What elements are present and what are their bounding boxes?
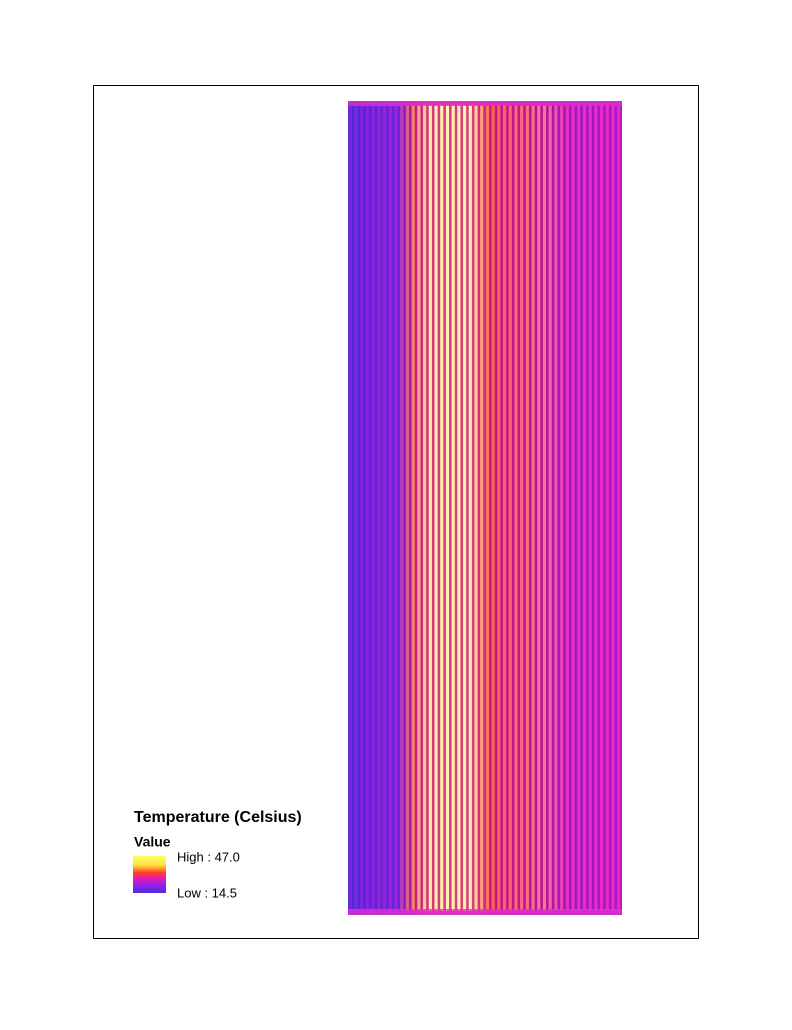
raster-stripe — [417, 105, 421, 911]
raster-stripe — [508, 105, 512, 911]
legend-low-label: Low : 14.5 — [177, 885, 237, 900]
raster-stripe — [600, 105, 604, 911]
raster-stripe — [497, 105, 501, 911]
raster-stripe — [520, 105, 524, 911]
raster-stripe — [605, 105, 609, 911]
raster-stripe — [451, 105, 455, 911]
raster-stripe — [365, 105, 370, 911]
legend-high-label: High : 47.0 — [177, 849, 240, 864]
raster-stripe — [411, 105, 415, 911]
raster-stripe — [388, 105, 392, 911]
raster-stripe — [491, 105, 495, 911]
raster-stripe — [400, 105, 404, 911]
raster-stripe — [554, 105, 558, 911]
raster-stripe — [594, 105, 598, 911]
raster-stripe — [468, 105, 472, 911]
raster-stripe — [548, 105, 552, 911]
thermal-raster — [348, 101, 622, 915]
raster-stripe — [463, 105, 467, 911]
raster-stripe — [514, 105, 518, 911]
raster-stripe — [360, 105, 364, 911]
raster-stripe — [354, 105, 358, 911]
raster-stripe — [525, 105, 529, 911]
raster-stripe — [485, 105, 489, 911]
raster-stripe — [560, 105, 564, 911]
raster-stripe — [617, 105, 621, 911]
raster-stripe — [457, 105, 461, 911]
raster-stripe — [377, 105, 381, 911]
raster-stripe — [371, 105, 375, 911]
raster-stripe — [611, 105, 615, 911]
raster-stripe — [428, 105, 432, 911]
raster-stripe — [588, 105, 592, 911]
raster-stripe — [565, 105, 569, 911]
raster-stripe — [577, 105, 581, 911]
raster-stripe — [531, 105, 535, 911]
raster-stripe — [474, 105, 478, 911]
raster-stripe — [405, 105, 410, 911]
legend-field: Value — [134, 834, 171, 850]
raster-stripe — [394, 105, 398, 911]
legend-title: Temperature (Celsius) — [134, 809, 302, 826]
raster-top-edge — [348, 101, 622, 106]
raster-stripe — [582, 105, 587, 911]
raster-stripe — [440, 105, 444, 911]
raster-bottom-edge — [348, 909, 622, 915]
raster-stripe — [502, 105, 507, 911]
legend-color-ramp — [133, 856, 166, 893]
raster-stripe — [480, 105, 484, 911]
raster-stripe — [571, 105, 575, 911]
raster-stripe — [423, 105, 427, 911]
raster-stripe — [383, 105, 387, 911]
raster-stripe — [445, 105, 450, 911]
raster-stripe — [542, 105, 547, 911]
raster-stripe — [537, 105, 541, 911]
raster-stripe — [348, 105, 352, 911]
raster-stripe — [434, 105, 438, 911]
